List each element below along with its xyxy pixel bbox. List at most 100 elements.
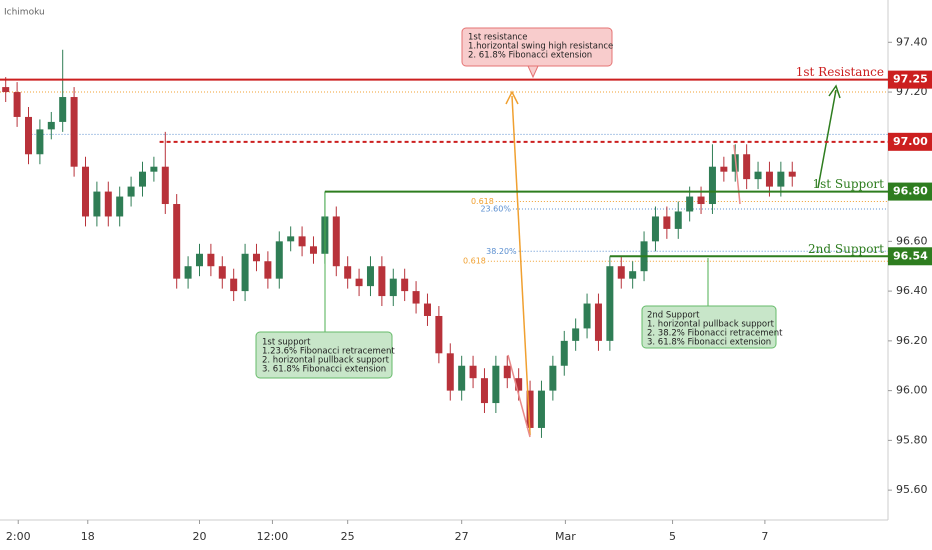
candle-body <box>651 216 659 242</box>
candle-body <box>173 204 181 279</box>
candle-body <box>606 266 614 341</box>
candle-body <box>252 253 260 262</box>
candle-body <box>184 266 192 279</box>
candle-body <box>572 328 580 341</box>
y-tick-label: 96.00 <box>896 384 928 397</box>
annotation-text: 1st support <box>262 338 311 348</box>
candle-body <box>70 97 78 167</box>
candle-body <box>765 171 773 187</box>
candle-body <box>47 121 55 130</box>
price-badge-label: 96.80 <box>893 185 928 198</box>
x-tick-label: 27 <box>455 530 469 543</box>
candle-body <box>686 196 694 212</box>
candle-body <box>287 236 295 242</box>
annotation-text: 2. horizontal pullback support <box>262 356 390 366</box>
y-tick-label: 95.80 <box>896 433 928 446</box>
candle-body <box>59 97 67 122</box>
candle-body <box>515 378 523 391</box>
fib-label: 38.20% <box>486 247 517 256</box>
arrow <box>511 95 531 436</box>
candle-body <box>389 278 397 297</box>
y-tick-label: 96.20 <box>896 334 928 347</box>
candle-body <box>480 378 488 404</box>
candle-body <box>594 303 602 341</box>
y-tick-label: 95.60 <box>896 483 928 496</box>
annotation-box <box>255 331 393 379</box>
candle-body <box>230 278 238 292</box>
y-tick-label: 96.40 <box>896 284 928 297</box>
candle-body <box>629 271 637 279</box>
candle-body <box>663 216 671 229</box>
candle-body <box>777 171 785 187</box>
candle-body <box>207 253 215 267</box>
candle-body <box>93 191 101 217</box>
x-tick-label: 12:00 <box>257 530 289 543</box>
candle-body <box>446 353 454 391</box>
candle-body <box>24 116 32 155</box>
annotation-text: 2. 38.2% Fibonacci retracement <box>647 329 783 339</box>
annotation-text: 3. 61.8% Fibonacci extension <box>647 338 771 348</box>
candle-body <box>674 211 682 229</box>
arrowhead <box>828 84 841 99</box>
arrow <box>817 89 837 189</box>
candle-body <box>298 236 306 247</box>
annotation-text: 1st resistance <box>468 33 527 43</box>
candle-body <box>743 154 751 180</box>
candle-body <box>104 191 112 217</box>
candle-body <box>309 246 317 254</box>
annotation-pointer <box>527 65 539 79</box>
candle-body <box>116 196 124 217</box>
candle-body <box>36 129 44 155</box>
candle-body <box>697 196 705 205</box>
candle-body <box>241 253 249 292</box>
candle-body <box>549 365 557 391</box>
candle-body <box>435 315 443 354</box>
candle-body <box>355 278 363 287</box>
candle-body <box>332 216 340 267</box>
candle-body <box>503 365 511 379</box>
candle-body <box>138 171 146 187</box>
x-tick-label: 5 <box>669 530 676 543</box>
candle-body <box>560 340 568 366</box>
candle-body <box>378 266 386 297</box>
annotation-text: 3. 61.8% Fibonacci extension <box>262 365 386 375</box>
candle-body <box>469 365 477 379</box>
candle-body <box>161 166 169 205</box>
candle-body <box>150 166 158 172</box>
annotation-text: 1. horizontal pullback support <box>647 320 775 330</box>
level-label: 2nd Support <box>808 242 884 256</box>
candle-body <box>412 291 420 304</box>
candle-body <box>617 266 625 279</box>
candle-body <box>720 166 728 172</box>
candle-body <box>401 278 409 292</box>
annotation-box <box>641 305 777 349</box>
candle-body <box>754 171 762 180</box>
x-tick-label: 7 <box>761 530 768 543</box>
watermark: Ichimoku <box>4 8 45 18</box>
x-tick-label: 18 <box>81 530 95 543</box>
candle-body <box>423 303 431 316</box>
annotation-text: 2nd Support <box>647 311 700 321</box>
candle-body <box>583 303 591 329</box>
candle-body <box>2 87 10 93</box>
candle-body <box>275 241 283 279</box>
fib-label: 23.60% <box>480 204 511 213</box>
price-badge <box>888 132 932 151</box>
candle-body <box>127 186 135 197</box>
price-badge-label: 96.54 <box>893 249 928 262</box>
candle-body <box>264 261 272 279</box>
level-label: 1st Support <box>812 177 884 191</box>
price-badge <box>888 182 932 201</box>
fib-label: 0.618 <box>471 197 494 206</box>
x-tick-label: 25 <box>341 530 355 543</box>
candle-body <box>195 253 203 267</box>
fib-label: 0.618 <box>463 257 486 266</box>
price-badge <box>888 247 932 266</box>
x-tick-label: 20 <box>192 530 206 543</box>
candle-body <box>218 266 226 279</box>
candle-body <box>526 390 534 428</box>
arrowhead <box>505 90 519 105</box>
